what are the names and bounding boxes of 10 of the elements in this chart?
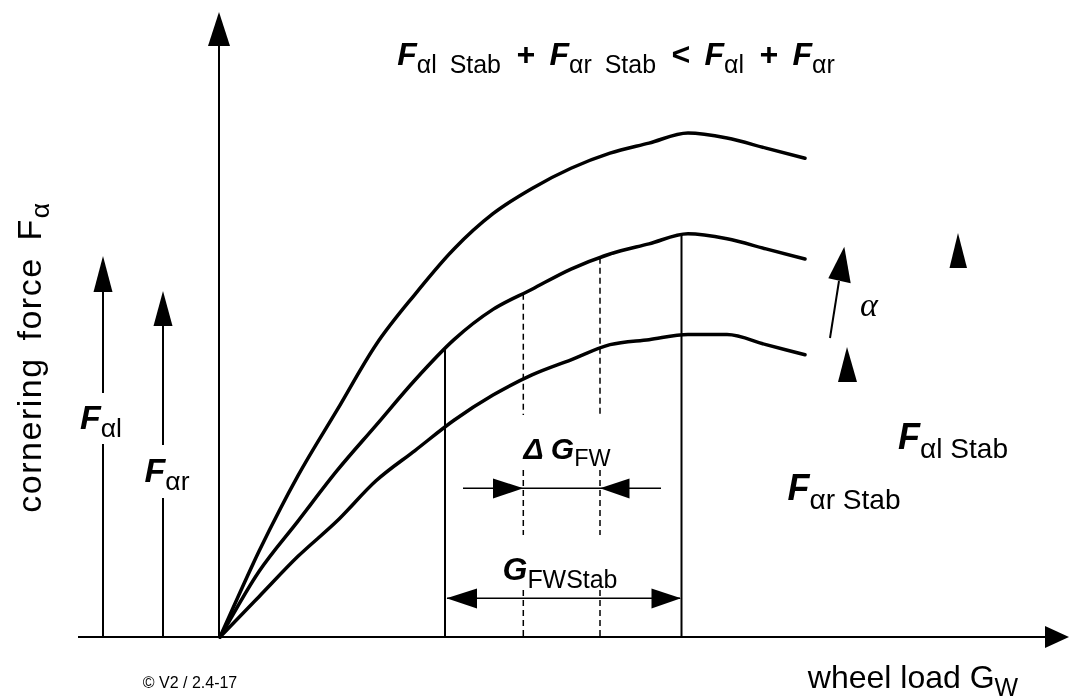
chart-title: F$_{αl Stab}$ + F$_{αr Stab}$ < F$_{αl}$ + F$_{αr}$ bbox=[397, 36, 835, 78]
text: F$_{αl}$ bbox=[79, 398, 123, 444]
text: α bbox=[860, 286, 878, 324]
annotation: F$_{αr Stab}$ bbox=[787, 467, 901, 515]
x-axis-title: wheel load G$_{W}$ bbox=[807, 659, 1019, 697]
text: F$_{αr}$ bbox=[144, 451, 190, 497]
text: F$_{αl Stab}$ bbox=[897, 416, 1009, 464]
annotation: Δ G$_{FW}$ bbox=[523, 431, 611, 471]
text: © V2 / 2.4-17 bbox=[142, 674, 238, 692]
annotation: G$_{FWStab}$ bbox=[502, 551, 618, 593]
